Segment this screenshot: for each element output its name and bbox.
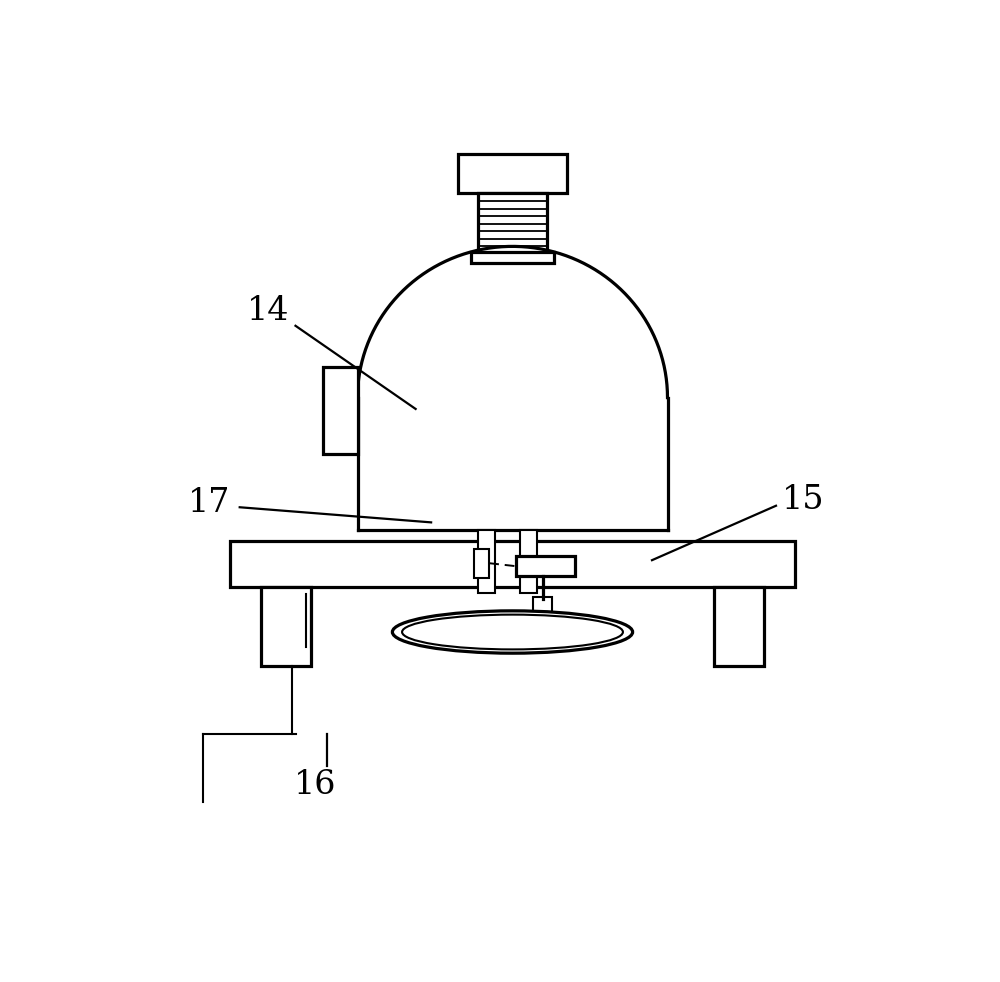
Ellipse shape	[392, 611, 633, 653]
Bar	[714, 586, 764, 666]
Bar	[478, 193, 547, 254]
Text: 16: 16	[294, 769, 336, 800]
Bar	[478, 530, 495, 593]
Bar	[323, 367, 358, 455]
Bar	[520, 530, 537, 593]
Ellipse shape	[402, 615, 623, 649]
Bar	[471, 252, 554, 263]
Bar	[458, 154, 567, 193]
Bar	[230, 541, 795, 586]
Text: 17: 17	[188, 487, 230, 519]
Bar	[261, 586, 311, 666]
Text: 14: 14	[247, 295, 290, 327]
Bar	[474, 549, 489, 577]
Bar	[516, 557, 574, 576]
Text: 15: 15	[782, 484, 824, 516]
Bar	[533, 597, 552, 614]
